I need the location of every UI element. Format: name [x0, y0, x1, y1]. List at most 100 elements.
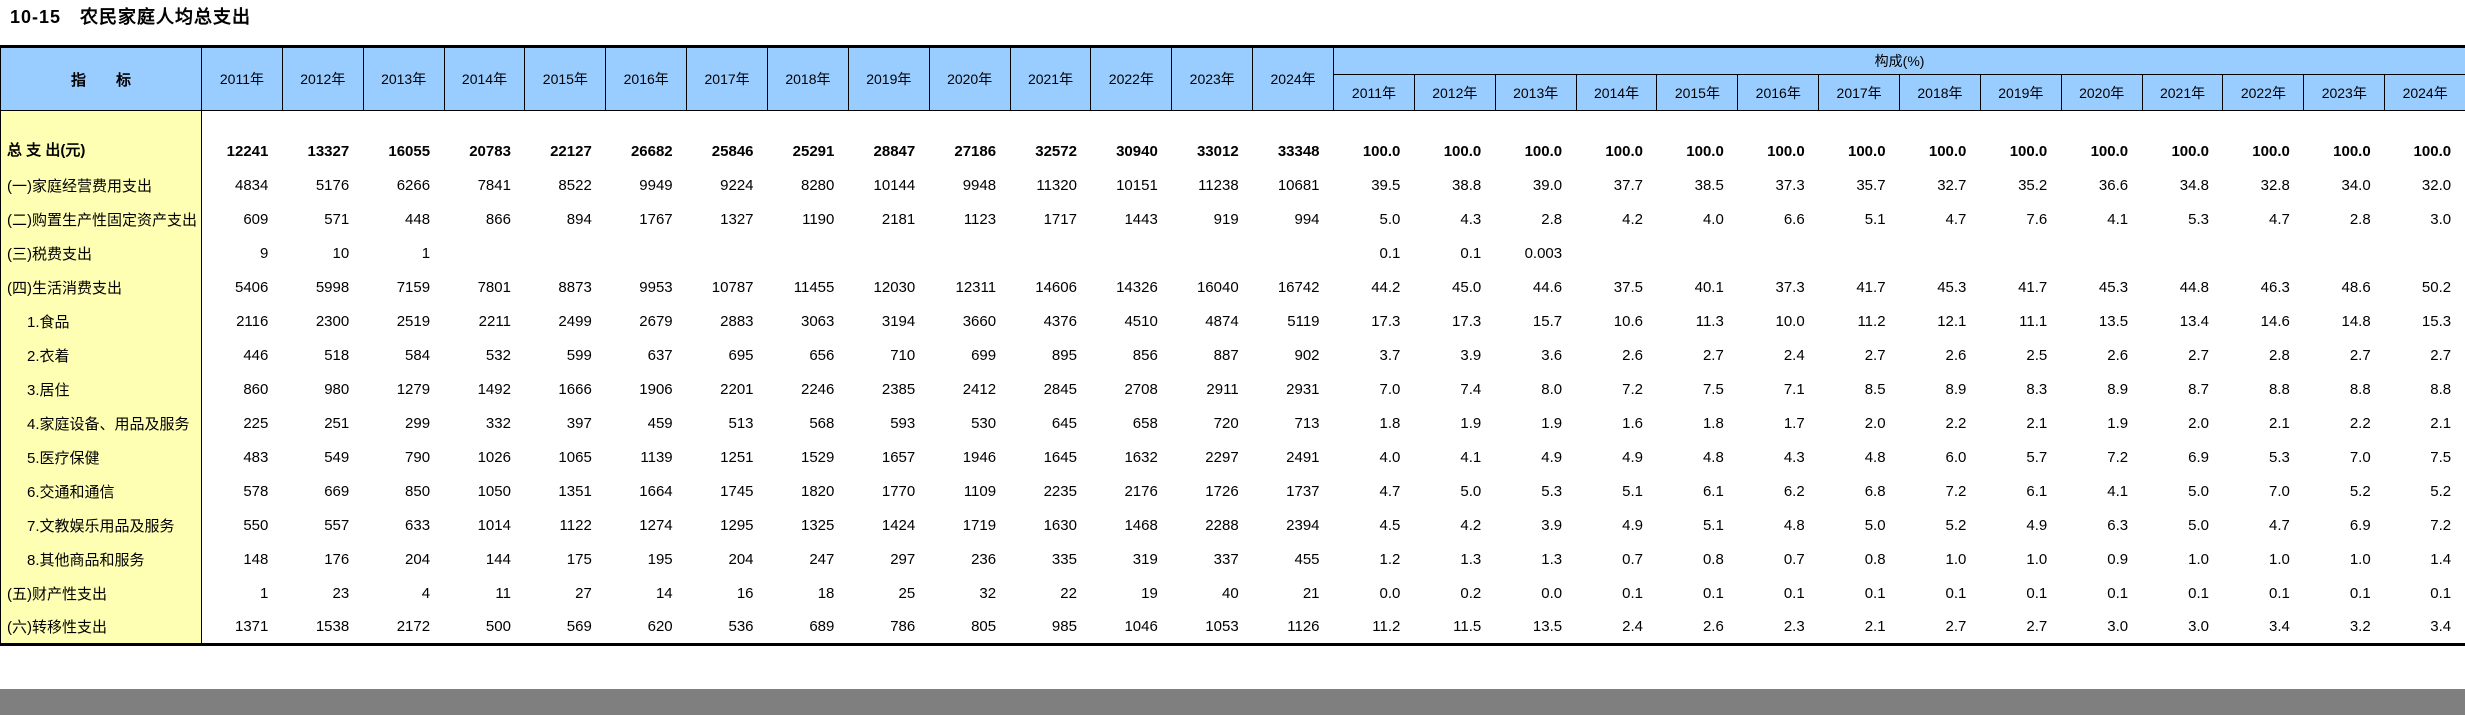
- composition-cell: 3.0: [2430, 211, 2452, 228]
- composition-cell: 6.9: [2188, 449, 2209, 466]
- value-cell: 1820: [801, 483, 835, 500]
- row-label: (三)税费支出: [0, 236, 202, 271]
- value-cell: 894: [566, 211, 592, 228]
- composition-cell: 8.8: [2349, 381, 2371, 398]
- composition-cell: 100.0: [2413, 142, 2452, 160]
- composition-cell: [2304, 237, 2385, 271]
- value-cell: 720: [1213, 415, 1239, 432]
- composition-cell: 2.2: [1945, 415, 1967, 432]
- value-cell: 593: [890, 415, 916, 432]
- value-cell: 18: [817, 585, 835, 602]
- composition-cell: [2061, 237, 2142, 271]
- indicator-header: 指 标: [0, 46, 202, 111]
- value-cell: 1327: [720, 211, 754, 228]
- value-cell: 1538: [315, 618, 350, 636]
- composition-cell: 0.1: [1460, 245, 1482, 262]
- value-cell: [1253, 237, 1334, 271]
- year-column-header: 2018年: [767, 46, 849, 111]
- value-cell: 332: [485, 415, 511, 432]
- value-cell: 895: [1051, 347, 1077, 364]
- composition-cell: 8.8: [2430, 381, 2452, 398]
- composition-cell: 6.9: [2349, 517, 2371, 534]
- table-row: 8.其他商品和服务 148 176 204 144 175 195 204 247 297 236 3…: [0, 542, 2465, 577]
- value-cell: 1664: [639, 483, 673, 500]
- value-cell: [687, 237, 768, 271]
- composition-year-header: 2021年: [2141, 74, 2224, 111]
- composition-cell: 1.4: [2430, 551, 2452, 568]
- composition-cell: 37.7: [1613, 177, 1643, 194]
- composition-cell: 12.1: [1937, 313, 1967, 330]
- value-cell: 2116: [236, 313, 269, 330]
- row-label: (六)转移性支出: [0, 610, 202, 645]
- composition-cell: 1.9: [2107, 415, 2129, 432]
- composition-cell: 2.6: [1702, 618, 1724, 636]
- composition-cell: [2223, 237, 2304, 271]
- year-column-header: 2017年: [686, 46, 769, 111]
- composition-cell: [1738, 237, 1819, 271]
- value-cell: 3660: [962, 313, 997, 330]
- composition-cell: 5.1: [1864, 211, 1886, 228]
- composition-cell: 4.7: [2268, 211, 2290, 228]
- value-cell: 2708: [1124, 381, 1158, 398]
- composition-cell: 4.0: [1702, 211, 1724, 228]
- composition-cell: 8.3: [2026, 381, 2048, 398]
- value-cell: 695: [728, 347, 754, 364]
- value-cell: 14: [655, 585, 673, 602]
- composition-cell: 6.3: [2107, 517, 2129, 534]
- value-cell: 902: [1294, 347, 1320, 364]
- value-cell: 860: [243, 381, 269, 398]
- value-cell: 2181: [881, 211, 916, 228]
- composition-cell: 14.6: [2260, 313, 2290, 330]
- value-cell: 10144: [873, 177, 916, 194]
- composition-cell: 2.7: [1864, 347, 1886, 364]
- row-label: 3.居住: [0, 372, 202, 407]
- composition-cell: 7.5: [2430, 449, 2452, 466]
- value-cell: 27186: [954, 142, 997, 160]
- value-cell: 599: [566, 347, 592, 364]
- composition-cell: 4.9: [1622, 449, 1643, 466]
- value-cell: 1123: [963, 211, 997, 228]
- composition-cell: [2385, 237, 2465, 271]
- value-cell: 6266: [396, 177, 431, 194]
- value-cell: 1630: [1043, 517, 1077, 534]
- row-label: 2.衣着: [0, 338, 202, 373]
- value-cell: 1279: [396, 381, 431, 398]
- value-cell: 13327: [307, 142, 350, 160]
- composition-cell: 32.7: [1937, 177, 1967, 194]
- composition-cell: 4.3: [1460, 211, 1482, 228]
- composition-cell: 100.0: [1524, 142, 1563, 160]
- composition-cell: 13.5: [1532, 618, 1563, 636]
- value-cell: 25: [898, 585, 916, 602]
- composition-cell: 0.7: [1622, 551, 1643, 568]
- value-cell: 919: [1213, 211, 1239, 228]
- composition-cell: 4.7: [1379, 483, 1401, 500]
- value-cell: 500: [485, 618, 511, 636]
- value-cell: 14606: [1035, 279, 1077, 296]
- composition-cell: [1576, 237, 1657, 271]
- composition-year-header: 2020年: [2060, 74, 2143, 111]
- value-cell: 483: [243, 449, 269, 466]
- value-cell: 645: [1051, 415, 1077, 432]
- row-label: 8.其他商品和服务: [0, 542, 202, 577]
- composition-cell: 11.2: [1857, 313, 1886, 330]
- composition-cell: 2.7: [2026, 618, 2048, 636]
- value-cell: 656: [809, 347, 835, 364]
- composition-cell: 5.2: [1945, 517, 1967, 534]
- composition-cell: 6.1: [2026, 483, 2048, 500]
- value-cell: 9949: [639, 177, 673, 194]
- row-label: (五)财产性支出: [0, 576, 202, 611]
- value-cell: 887: [1213, 347, 1239, 364]
- composition-cell: 14.8: [2341, 313, 2371, 330]
- composition-cell: 5.3: [2188, 211, 2209, 228]
- table-row: 2.衣着 446 518 584 532 599 637 695 656 710 699 895 856…: [0, 338, 2465, 373]
- value-cell: 33348: [1277, 142, 1320, 160]
- composition-cell: 41.7: [2018, 279, 2048, 296]
- composition-cell: 4.7: [1945, 211, 1967, 228]
- value-cell: 33012: [1196, 142, 1239, 160]
- composition-cell: 2.7: [1702, 347, 1724, 364]
- value-cell: 620: [647, 618, 673, 636]
- value-cell: 2679: [639, 313, 673, 330]
- value-cell: 448: [405, 211, 431, 228]
- composition-cell: 37.3: [1775, 177, 1805, 194]
- value-cell: 569: [566, 618, 592, 636]
